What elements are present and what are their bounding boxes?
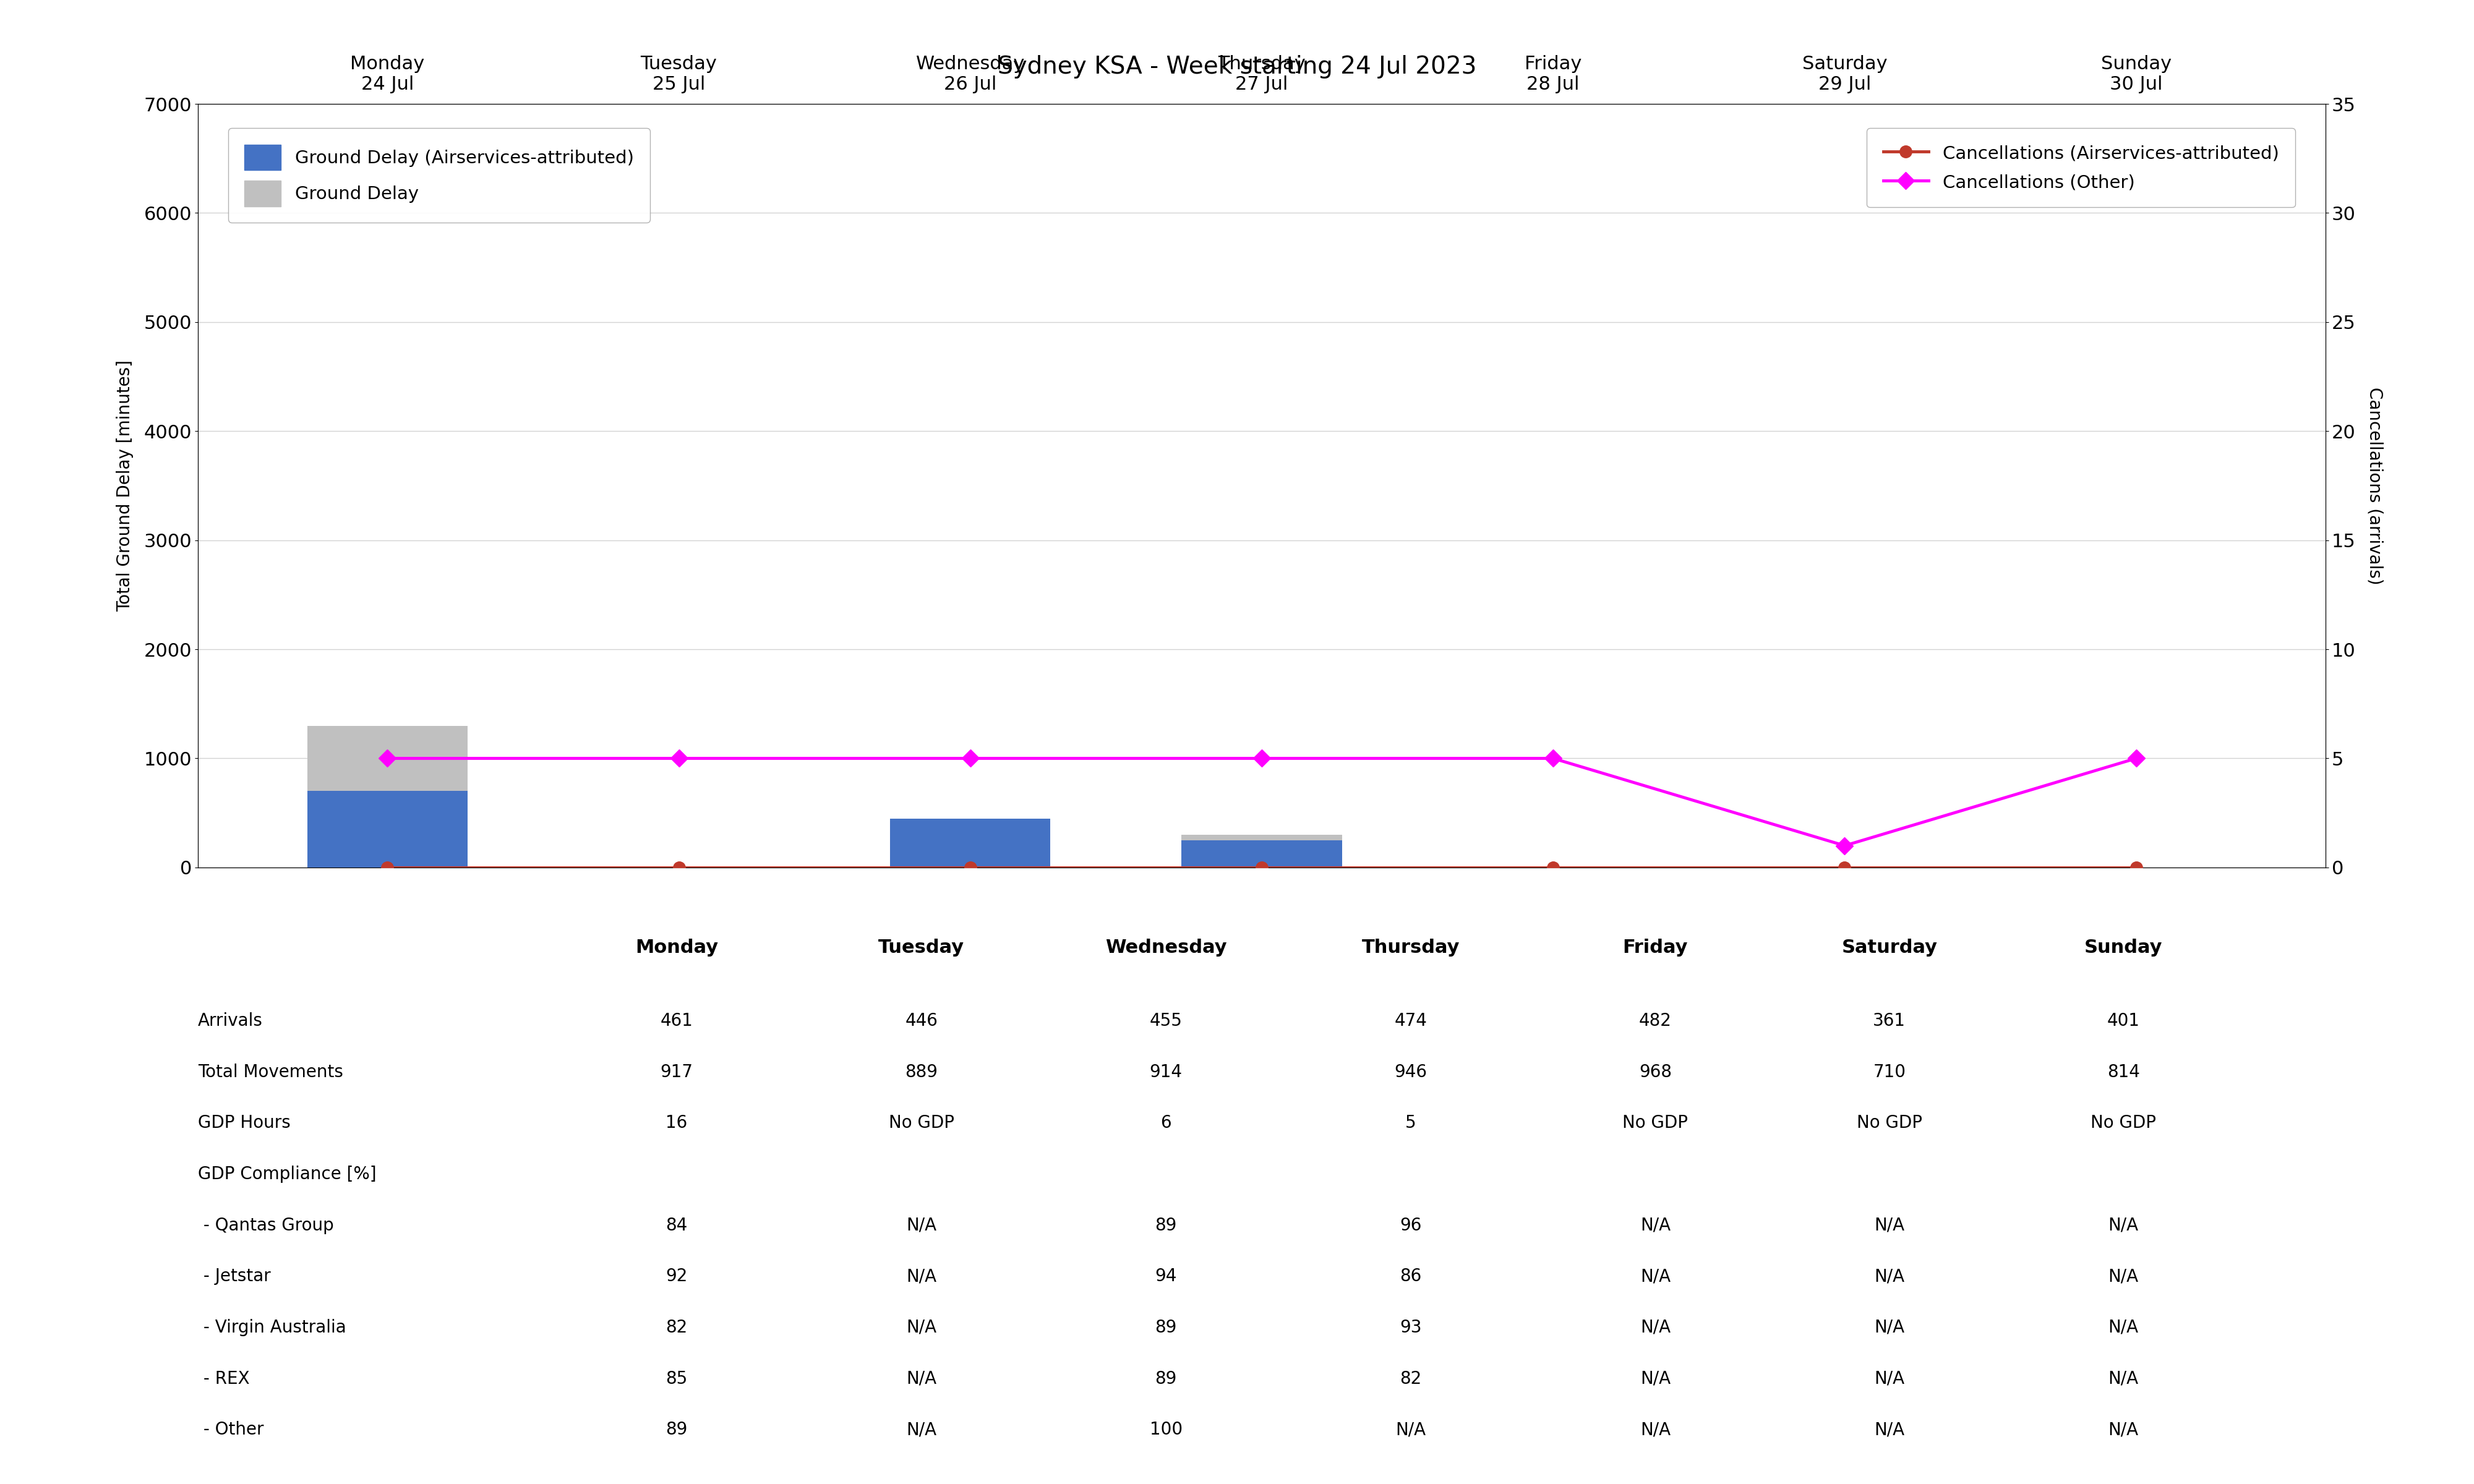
Cancellations (Airservices-attributed) xyxy=(955,859,985,877)
Text: 82: 82 xyxy=(666,1319,688,1336)
Cancellations (Other) xyxy=(663,749,693,767)
Text: N/A: N/A xyxy=(905,1267,938,1285)
Bar xyxy=(1183,840,1341,868)
Text: 93: 93 xyxy=(1400,1319,1423,1336)
Text: - Qantas Group: - Qantas Group xyxy=(198,1217,334,1233)
Text: 461: 461 xyxy=(661,1012,693,1030)
Text: 16: 16 xyxy=(666,1114,688,1132)
Bar xyxy=(891,818,1051,868)
Text: N/A: N/A xyxy=(905,1422,938,1438)
Text: GDP Compliance [%]: GDP Compliance [%] xyxy=(198,1165,376,1183)
Cancellations (Other) xyxy=(1539,749,1569,767)
Text: - Virgin Australia: - Virgin Australia xyxy=(198,1319,346,1336)
Text: 482: 482 xyxy=(1638,1012,1672,1030)
Cancellations (Other) xyxy=(1831,837,1860,855)
Text: 710: 710 xyxy=(1873,1063,1905,1080)
Text: - REX: - REX xyxy=(198,1370,250,1388)
Text: No GDP: No GDP xyxy=(1856,1114,1922,1132)
Text: Thursday: Thursday xyxy=(1361,939,1460,957)
Cancellations (Airservices-attributed) xyxy=(1831,859,1860,877)
Text: No GDP: No GDP xyxy=(1623,1114,1687,1132)
Text: Sunday: Sunday xyxy=(2083,939,2162,957)
Text: Monday: Monday xyxy=(636,939,717,957)
Text: N/A: N/A xyxy=(2108,1422,2138,1438)
Text: 917: 917 xyxy=(661,1063,693,1080)
Text: Arrivals: Arrivals xyxy=(198,1012,262,1030)
Text: 455: 455 xyxy=(1150,1012,1183,1030)
Text: 84: 84 xyxy=(666,1217,688,1233)
Text: N/A: N/A xyxy=(1875,1319,1905,1336)
Text: - Jetstar: - Jetstar xyxy=(198,1267,270,1285)
Text: No GDP: No GDP xyxy=(2091,1114,2157,1132)
Bar xyxy=(307,791,468,868)
Text: GDP Hours: GDP Hours xyxy=(198,1114,289,1132)
Text: 889: 889 xyxy=(905,1063,938,1080)
Bar xyxy=(1183,834,1341,868)
Text: N/A: N/A xyxy=(1640,1370,1670,1388)
Text: Tuesday: Tuesday xyxy=(878,939,965,957)
Text: Wednesday: Wednesday xyxy=(1106,939,1227,957)
Text: 89: 89 xyxy=(1155,1319,1178,1336)
Cancellations (Airservices-attributed) xyxy=(374,859,403,877)
Text: 446: 446 xyxy=(905,1012,938,1030)
Bar xyxy=(891,818,1051,868)
Cancellations (Airservices-attributed) xyxy=(1247,859,1277,877)
Text: No GDP: No GDP xyxy=(888,1114,955,1132)
Text: Saturday: Saturday xyxy=(1841,939,1937,957)
Cancellations (Other) xyxy=(1247,749,1277,767)
Text: 814: 814 xyxy=(2108,1063,2140,1080)
Cancellations (Airservices-attributed) xyxy=(2120,859,2150,877)
Y-axis label: Cancellations (arrivals): Cancellations (arrivals) xyxy=(2365,387,2382,585)
Legend: Cancellations (Airservices-attributed), Cancellations (Other): Cancellations (Airservices-attributed), … xyxy=(1868,128,2296,208)
Text: N/A: N/A xyxy=(905,1370,938,1388)
Y-axis label: Total Ground Delay [minutes]: Total Ground Delay [minutes] xyxy=(116,359,134,611)
Text: 82: 82 xyxy=(1400,1370,1423,1388)
Text: N/A: N/A xyxy=(2108,1217,2138,1233)
Cancellations (Airservices-attributed) xyxy=(1539,859,1569,877)
Text: 89: 89 xyxy=(666,1422,688,1438)
Text: 100: 100 xyxy=(1150,1422,1183,1438)
Text: Sydney KSA - Week starting 24 Jul 2023: Sydney KSA - Week starting 24 Jul 2023 xyxy=(997,55,1477,79)
Cancellations (Other) xyxy=(955,749,985,767)
Text: N/A: N/A xyxy=(1395,1422,1425,1438)
Text: N/A: N/A xyxy=(905,1319,938,1336)
Text: 968: 968 xyxy=(1638,1063,1672,1080)
Cancellations (Airservices-attributed) xyxy=(663,859,693,877)
Text: N/A: N/A xyxy=(1875,1267,1905,1285)
Text: 946: 946 xyxy=(1395,1063,1427,1080)
Text: 401: 401 xyxy=(2108,1012,2140,1030)
Text: N/A: N/A xyxy=(1875,1422,1905,1438)
Text: 914: 914 xyxy=(1150,1063,1183,1080)
Text: Total Movements: Total Movements xyxy=(198,1063,344,1080)
Text: 85: 85 xyxy=(666,1370,688,1388)
Text: N/A: N/A xyxy=(1875,1217,1905,1233)
Text: 89: 89 xyxy=(1155,1217,1178,1233)
Text: 6: 6 xyxy=(1160,1114,1173,1132)
Cancellations (Other) xyxy=(2120,749,2150,767)
Text: - Other: - Other xyxy=(198,1422,265,1438)
Text: Friday: Friday xyxy=(1623,939,1687,957)
Text: N/A: N/A xyxy=(2108,1267,2138,1285)
Line: Cancellations (Airservices-attributed): Cancellations (Airservices-attributed) xyxy=(381,861,2142,874)
Text: 86: 86 xyxy=(1400,1267,1423,1285)
Text: N/A: N/A xyxy=(1875,1370,1905,1388)
Text: N/A: N/A xyxy=(1640,1422,1670,1438)
Text: 94: 94 xyxy=(1155,1267,1178,1285)
Text: 96: 96 xyxy=(1400,1217,1423,1233)
Text: 5: 5 xyxy=(1405,1114,1415,1132)
Text: 361: 361 xyxy=(1873,1012,1905,1030)
Text: N/A: N/A xyxy=(2108,1370,2138,1388)
Text: N/A: N/A xyxy=(1640,1319,1670,1336)
Text: N/A: N/A xyxy=(1640,1267,1670,1285)
Bar xyxy=(307,726,468,868)
Text: 92: 92 xyxy=(666,1267,688,1285)
Text: N/A: N/A xyxy=(1640,1217,1670,1233)
Text: N/A: N/A xyxy=(2108,1319,2138,1336)
Line: Cancellations (Other): Cancellations (Other) xyxy=(381,752,2142,852)
Text: N/A: N/A xyxy=(905,1217,938,1233)
Cancellations (Other) xyxy=(374,749,403,767)
Text: 89: 89 xyxy=(1155,1370,1178,1388)
Text: 474: 474 xyxy=(1395,1012,1427,1030)
